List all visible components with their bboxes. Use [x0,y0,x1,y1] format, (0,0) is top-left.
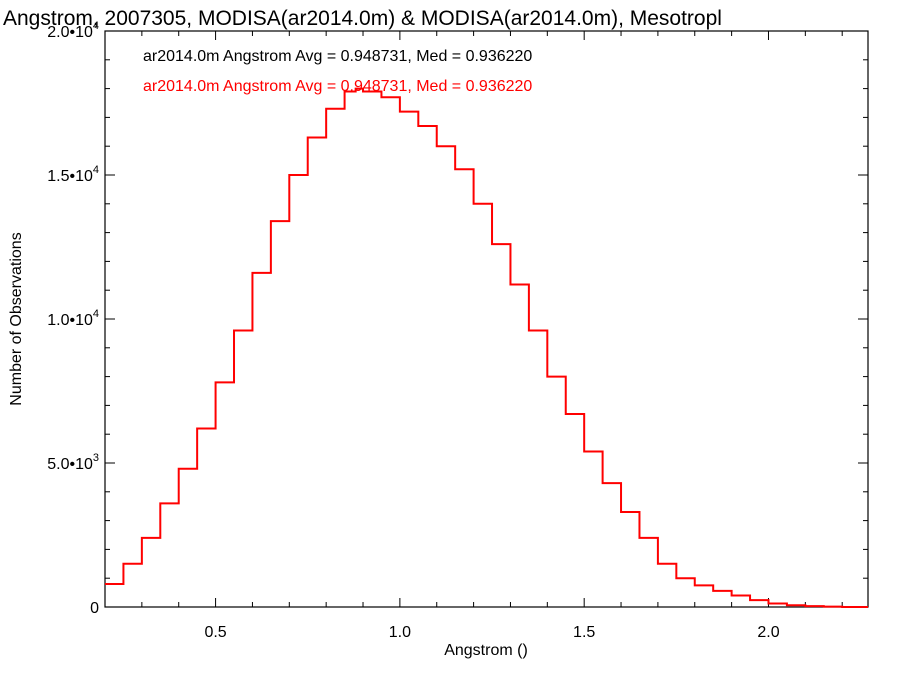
x-tick-label: 1.5 [573,624,595,641]
x-tick-label: 1.0 [389,624,411,641]
x-axis-label: Angstrom () [444,642,528,659]
y-tick-label: 2.0•104 [47,20,99,41]
y-axis-label: Number of Observations [8,232,25,405]
x-tick-label: 0.5 [204,624,226,641]
y-tick-label: 1.0•104 [47,308,99,329]
y-tick-label: 0 [90,600,99,617]
y-axis: 0 5.0•103 1.0•104 1.5•104 2.0•104 [47,20,868,617]
y-tick-label: 5.0•103 [47,452,99,473]
stats-annotation: ar2014.0m Angstrom Avg = 0.948731, Med =… [143,78,532,95]
stats-annotation: ar2014.0m Angstrom Avg = 0.948731, Med =… [143,48,532,65]
data-series [105,87,868,608]
x-axis: 0.5 1.0 1.5 2.0 [141,31,843,641]
y-tick-label: 1.5•104 [47,164,99,185]
x-tick-label: 2.0 [757,624,779,641]
chart-title: Angstrom, 2007305, MODISA(ar2014.0m) & M… [3,7,722,30]
annotations: ar2014.0m Angstrom Avg = 0.948731, Med =… [143,48,532,95]
plot-frame [104,30,869,608]
histogram-series-line [105,87,868,608]
